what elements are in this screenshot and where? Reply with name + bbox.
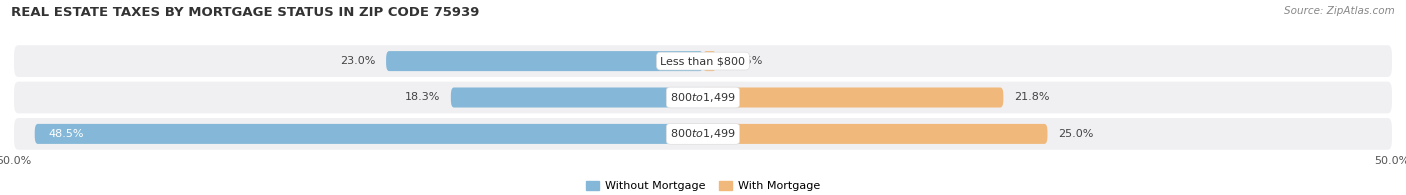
Text: $800 to $1,499: $800 to $1,499 bbox=[671, 91, 735, 104]
Text: REAL ESTATE TAXES BY MORTGAGE STATUS IN ZIP CODE 75939: REAL ESTATE TAXES BY MORTGAGE STATUS IN … bbox=[11, 6, 479, 19]
Text: 48.5%: 48.5% bbox=[48, 129, 84, 139]
FancyBboxPatch shape bbox=[14, 45, 1392, 77]
Text: Source: ZipAtlas.com: Source: ZipAtlas.com bbox=[1284, 6, 1395, 16]
FancyBboxPatch shape bbox=[387, 51, 703, 71]
Text: 25.0%: 25.0% bbox=[1059, 129, 1094, 139]
FancyBboxPatch shape bbox=[451, 88, 703, 107]
FancyBboxPatch shape bbox=[703, 51, 716, 71]
FancyBboxPatch shape bbox=[35, 124, 703, 144]
Text: $800 to $1,499: $800 to $1,499 bbox=[671, 127, 735, 140]
Text: 18.3%: 18.3% bbox=[405, 92, 440, 103]
Text: 0.95%: 0.95% bbox=[727, 56, 762, 66]
FancyBboxPatch shape bbox=[14, 82, 1392, 113]
Legend: Without Mortgage, With Mortgage: Without Mortgage, With Mortgage bbox=[582, 176, 824, 195]
Text: Less than $800: Less than $800 bbox=[661, 56, 745, 66]
Text: 23.0%: 23.0% bbox=[340, 56, 375, 66]
FancyBboxPatch shape bbox=[703, 88, 1004, 107]
Text: 21.8%: 21.8% bbox=[1014, 92, 1050, 103]
FancyBboxPatch shape bbox=[14, 118, 1392, 150]
FancyBboxPatch shape bbox=[703, 124, 1047, 144]
